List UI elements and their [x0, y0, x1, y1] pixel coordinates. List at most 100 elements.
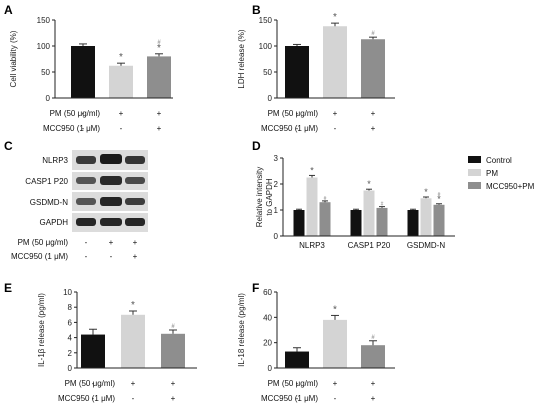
bar-d-0-1: [306, 177, 318, 236]
band: [125, 177, 145, 184]
significance-star: *: [367, 179, 371, 189]
y-tick-label: 10: [63, 288, 72, 297]
x-tick-label: CASP1 P20: [348, 241, 391, 250]
y-tick-label: 3: [274, 154, 279, 163]
significance-star: *: [437, 194, 441, 204]
significance-star: *: [424, 187, 428, 197]
blot-label: CASP1 P20: [25, 177, 68, 186]
mcc950-row-label: MCC950 (1 μM): [58, 394, 115, 403]
pm-sign: +: [119, 109, 124, 118]
legend-label: MCC950+PM: [486, 182, 535, 191]
x-tick-label: NLRP3: [299, 241, 325, 250]
legend-label: Control: [486, 156, 512, 165]
mcc950-sign: +: [171, 394, 176, 403]
bar-e-0: [81, 334, 105, 368]
significance-star: *: [157, 43, 161, 54]
band: [125, 198, 145, 205]
y-axis-label: Relative intensityto GAPDH: [255, 167, 274, 227]
pm-row-label: PM (50 μg/ml): [268, 109, 319, 118]
y-tick-label: 0: [46, 94, 51, 103]
y-tick-label: 150: [259, 16, 273, 25]
pm-sign: +: [133, 238, 138, 247]
mcc950-row-label: MCC950 (1 μM): [261, 394, 318, 403]
y-tick-label: 4: [68, 334, 73, 343]
bar-d-1-1: [363, 190, 375, 236]
pm-sign: +: [333, 109, 338, 118]
bar-d-2-2: [433, 204, 445, 236]
bar-b-0: [285, 46, 309, 98]
pm-sign: -: [296, 109, 299, 118]
band: [76, 156, 96, 164]
y-tick-label: 100: [37, 42, 51, 51]
bar-b-2: [361, 39, 385, 98]
bar-f-0: [285, 351, 309, 368]
panel-letter-d: D: [252, 139, 261, 153]
band: [100, 197, 122, 206]
band: [76, 177, 96, 184]
y-tick-label: 50: [263, 68, 272, 77]
panel-letter-a: A: [4, 3, 13, 17]
mcc950-sign: -: [296, 394, 299, 403]
significance-hash: #: [324, 196, 327, 202]
panel-letter-f: F: [252, 281, 259, 295]
bar-a-2: [147, 56, 171, 98]
pm-sign: +: [371, 379, 376, 388]
y-tick-label: 2: [68, 349, 73, 358]
x-tick-label: GSDMD-N: [407, 241, 445, 250]
significance-hash: #: [157, 40, 161, 46]
mcc950-sign: -: [85, 252, 88, 261]
mcc950-sign: -: [296, 124, 299, 133]
significance-star: *: [333, 304, 337, 315]
blot-label: GAPDH: [40, 218, 69, 227]
pm-sign: -: [296, 379, 299, 388]
mcc950-sign: +: [133, 252, 138, 261]
legend-swatch-1: [468, 169, 481, 176]
blot-label: NLRP3: [42, 156, 68, 165]
bar-d-1-0: [350, 210, 362, 236]
y-tick-label: 2: [274, 180, 279, 189]
pm-sign: +: [157, 109, 162, 118]
pm-sign: +: [171, 379, 176, 388]
bar-a-0: [71, 46, 95, 98]
y-tick-label: 0: [268, 364, 273, 373]
panel-letter-b: B: [252, 3, 261, 17]
y-tick-label: 150: [37, 16, 51, 25]
y-tick-label: 40: [263, 313, 272, 322]
significance-hash: #: [438, 192, 441, 198]
y-tick-label: 60: [263, 288, 272, 297]
pm-row-label: PM (50 μg/ml): [50, 109, 101, 118]
significance-hash: #: [371, 31, 375, 37]
y-tick-label: 6: [68, 318, 73, 327]
bar-e-1: [121, 314, 145, 368]
mcc950-sign: +: [371, 124, 376, 133]
significance-hash: #: [171, 324, 175, 330]
y-tick-label: 0: [268, 94, 273, 103]
y-axis-label: IL-18 release (pg/ml): [237, 293, 246, 367]
panel-letter-c: C: [4, 139, 13, 153]
pm-sign: -: [92, 379, 95, 388]
significance-hash: #: [381, 202, 384, 208]
mcc950-sign: +: [157, 124, 162, 133]
bar-d-1-2: [376, 207, 388, 236]
y-tick-label: 0: [68, 364, 73, 373]
mcc950-sign: -: [92, 394, 95, 403]
mcc950-sign: -: [334, 124, 337, 133]
bar-d-0-0: [293, 210, 305, 236]
bar-d-2-0: [407, 210, 419, 236]
y-tick-label: 0: [274, 232, 279, 241]
significance-star: *: [333, 12, 337, 23]
mcc950-row-label: MCC950 (1 μM): [261, 124, 318, 133]
bar-d-2-1: [420, 198, 432, 236]
band: [125, 156, 145, 164]
pm-row-label: PM (50 μg/ml): [65, 379, 116, 388]
mcc950-row-label: MCC950 (1 μM): [11, 252, 68, 261]
significance-star: *: [310, 165, 314, 175]
legend-swatch-2: [468, 182, 481, 189]
bar-f-1: [323, 319, 347, 368]
band: [100, 218, 122, 226]
bar-b-1: [323, 26, 347, 99]
mcc950-sign: -: [110, 252, 113, 261]
y-axis-label: IL-1β release (pg/ml): [37, 293, 46, 367]
pm-row-label: PM (50 μg/ml): [268, 379, 319, 388]
